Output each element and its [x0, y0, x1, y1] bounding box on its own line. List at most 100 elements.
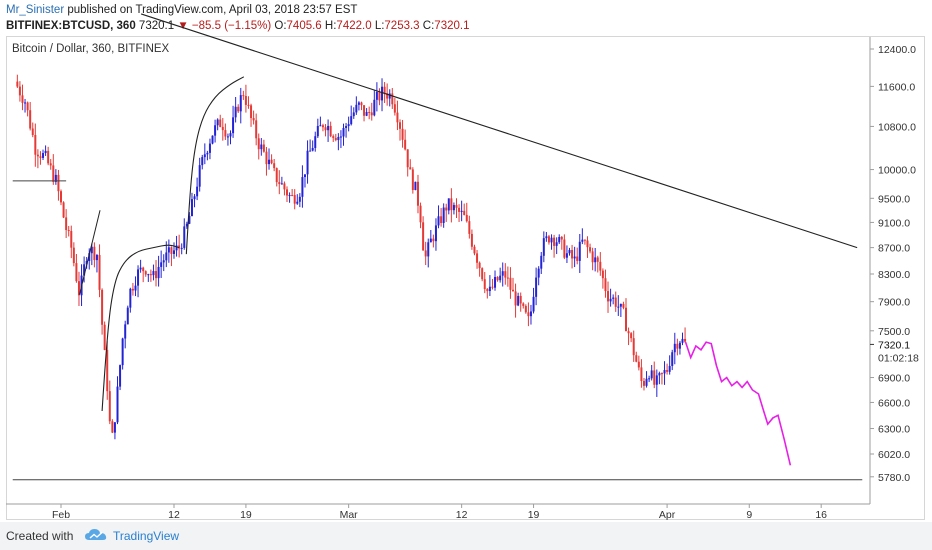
author-link[interactable]: Mr_Sinister	[6, 4, 65, 16]
price-change: −85.5 (−1.15%)	[191, 20, 272, 32]
candle-down	[527, 312, 530, 317]
symbol-label: BITFINEX:BTCUSD, 360	[6, 20, 136, 32]
price-tick-label: 6900.0	[878, 373, 910, 385]
candle-up	[673, 343, 676, 353]
candle-down	[237, 106, 240, 112]
price-tick-label: 6600.0	[878, 397, 910, 409]
candle-up	[619, 303, 622, 307]
arc-drawing	[101, 244, 180, 412]
candle-up	[188, 215, 191, 224]
candle-down	[630, 333, 633, 339]
candle-up	[529, 311, 532, 317]
candle-down	[39, 156, 42, 158]
candle-down	[496, 276, 499, 281]
candle-down	[142, 267, 145, 272]
candle-up	[337, 136, 340, 141]
price-tick-label: 10800.0	[878, 121, 916, 133]
open-value: 7405.6	[286, 20, 322, 32]
candle-down	[514, 291, 517, 306]
candle-up	[437, 216, 440, 226]
candle-down	[49, 163, 52, 166]
candle-up	[648, 378, 651, 380]
candle-up	[201, 157, 204, 166]
candle-up	[126, 307, 129, 325]
candle-down	[106, 349, 109, 392]
candle-up	[198, 165, 201, 187]
candle-up	[542, 238, 545, 256]
candle-down	[262, 144, 265, 152]
candle-up	[208, 143, 211, 153]
candle-down	[504, 271, 507, 278]
candle-up	[121, 338, 124, 366]
candle-down	[440, 216, 443, 223]
price-tick-label: 8300.0	[878, 269, 910, 281]
candle-down	[221, 126, 224, 131]
candle-down	[524, 305, 527, 313]
candle-down	[47, 150, 50, 164]
close-label: C:	[422, 20, 435, 32]
trend-line	[140, 13, 858, 249]
candle-down	[660, 373, 663, 375]
candle-up	[535, 277, 538, 297]
candle-down	[293, 195, 296, 204]
price-tick-label: 6300.0	[878, 424, 910, 436]
candle-up	[211, 135, 214, 144]
publish-line: Mr_Sinister published on TradingView.com…	[6, 2, 926, 18]
candle-down	[583, 239, 586, 241]
candle-down	[445, 207, 448, 211]
candle-down	[563, 239, 566, 258]
chart-title: Bitcoin / Dollar, 360, BITFINEX	[12, 43, 170, 55]
candle-up	[95, 255, 98, 261]
candle-up	[365, 111, 368, 116]
arc-drawing	[185, 76, 245, 255]
candle-down	[653, 370, 656, 385]
time-tick-label: Feb	[52, 509, 70, 521]
candle-up	[298, 196, 301, 202]
candle-up	[268, 159, 271, 165]
candle-down	[553, 237, 556, 246]
candle-up	[160, 262, 163, 267]
candle-down	[666, 370, 669, 372]
candle-up	[134, 285, 137, 291]
candle-up	[185, 223, 188, 227]
tradingview-brand[interactable]: TradingView	[113, 529, 180, 543]
candle-up	[180, 247, 183, 249]
candle-down	[131, 288, 134, 291]
candle-down	[684, 338, 687, 342]
candle-down	[599, 261, 602, 271]
price-tick-label: 5780.0	[878, 472, 910, 484]
candle-down	[67, 229, 70, 232]
candle-up	[90, 246, 93, 254]
candle-down	[360, 102, 363, 106]
candle-down	[108, 391, 111, 422]
candle-down	[378, 91, 381, 101]
candle-up	[232, 117, 235, 134]
time-tick-label: Apr	[659, 509, 676, 521]
candle-up	[311, 147, 314, 151]
candle-down	[244, 95, 247, 105]
candle-down	[144, 271, 147, 275]
candle-up	[347, 124, 350, 127]
candle-down	[491, 286, 494, 288]
candle-up	[137, 269, 140, 286]
candle-down	[60, 191, 62, 203]
candle-up	[44, 150, 47, 154]
candle-up	[460, 210, 463, 212]
candle-down	[450, 198, 453, 211]
candle-down	[275, 168, 278, 183]
time-tick-label: 19	[240, 509, 252, 521]
candle-down	[286, 189, 288, 196]
candle-down	[170, 247, 173, 254]
candle-up	[678, 342, 681, 349]
candle-down	[370, 112, 373, 116]
candle-down	[506, 277, 509, 279]
candle-up	[152, 271, 155, 276]
candle-down	[470, 233, 473, 247]
footer-bar: Created with TradingView	[0, 522, 932, 550]
candle-up	[494, 276, 497, 288]
candle-down	[465, 214, 468, 222]
candle-up	[303, 174, 306, 178]
high-value: 7422.0	[336, 20, 372, 32]
price-tick-label: 10000.0	[878, 165, 916, 177]
